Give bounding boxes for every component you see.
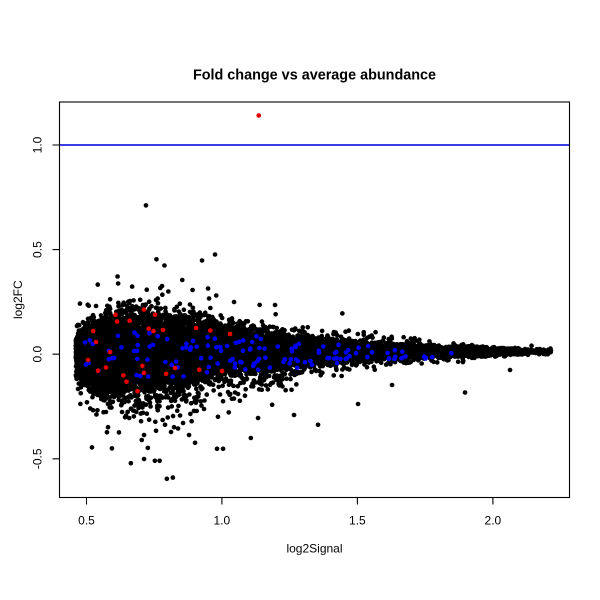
- svg-text:2.0: 2.0: [485, 513, 502, 527]
- svg-text:1.0: 1.0: [214, 513, 231, 527]
- svg-text:0.5: 0.5: [31, 241, 45, 258]
- svg-text:Fold change vs average abundan: Fold change vs average abundance: [193, 68, 436, 84]
- svg-text:log2Signal: log2Signal: [286, 542, 342, 556]
- svg-text:0.5: 0.5: [78, 513, 95, 527]
- svg-text:-0.5: -0.5: [31, 448, 45, 469]
- svg-text:1.5: 1.5: [349, 513, 366, 527]
- svg-text:0.0: 0.0: [31, 346, 45, 363]
- svg-text:log2FC: log2FC: [11, 280, 25, 319]
- svg-text:1.0: 1.0: [31, 136, 45, 153]
